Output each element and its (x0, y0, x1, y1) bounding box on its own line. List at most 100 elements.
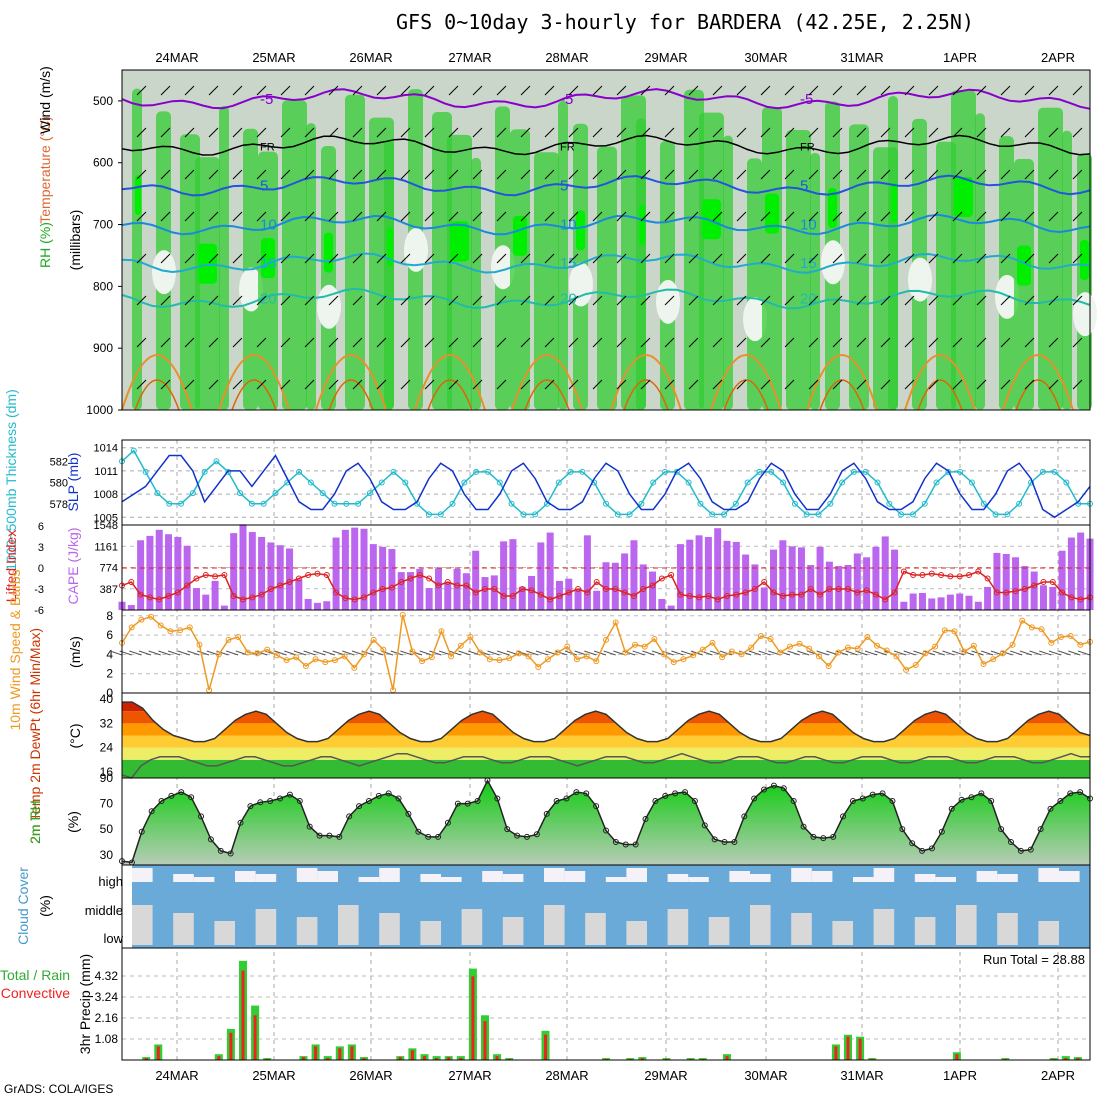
wind-barb (256, 169, 267, 180)
high-cloud-gap (667, 874, 689, 882)
isotherm-line (121, 252, 1091, 274)
wind-speed-line-point (293, 654, 300, 661)
thickness-series-line-point (945, 468, 952, 475)
wind-speed-line-point (1038, 626, 1045, 633)
low-cloud-gap (585, 913, 606, 945)
cloud-units-label: (%) (37, 895, 53, 917)
rh-line-point (523, 833, 530, 840)
wind-barb (160, 337, 171, 348)
precip-convective-bar (314, 1046, 318, 1060)
cape-bar (649, 571, 657, 610)
wind-speed-line-point (544, 656, 551, 663)
lifted-index-line-point (807, 586, 814, 592)
temp-band (122, 747, 1090, 760)
wind-barb (880, 379, 891, 390)
lifted-index-line-point (928, 570, 935, 577)
thickness-series-line-point (343, 500, 350, 507)
precip-convective-bar (834, 1046, 838, 1060)
cape-bar (993, 552, 1001, 610)
rh-line-point (889, 798, 896, 805)
rh-dry-pocket (491, 245, 515, 290)
thickness-series-line-point (957, 468, 964, 475)
lifted-index-line-point (388, 584, 395, 591)
thickness-series-line-point (638, 500, 645, 507)
cape-bar (407, 572, 415, 610)
wind-barb (256, 253, 267, 264)
wind-barb (712, 169, 723, 180)
cape-bar (835, 566, 843, 610)
wind-speed-line-point (225, 636, 232, 643)
wind-barb (1072, 295, 1083, 306)
wind-barb (976, 85, 987, 96)
wind-barb (592, 211, 603, 222)
cape-bar (434, 568, 442, 610)
cape-bar (220, 605, 228, 610)
wind-speed-line-point (477, 649, 484, 656)
wind-barb (568, 253, 579, 264)
rh-line-point (701, 822, 708, 829)
warm-isotherm (511, 354, 583, 411)
wind-barb (520, 253, 531, 264)
lifted-index-line-point (975, 568, 982, 575)
wind-barb (208, 337, 219, 348)
low-cloud-gap (832, 921, 853, 945)
isotherm-label: -5 (560, 91, 573, 108)
rh-line-point (731, 838, 738, 845)
slp-panel-frame (121, 439, 1091, 526)
high-cloud-gap (502, 874, 524, 882)
lifted-index-line-point (267, 586, 274, 592)
wind-barb (976, 295, 987, 306)
lifted-index-line-point (668, 572, 675, 578)
precip-tick-label: 4.32 (95, 969, 119, 983)
wind-barb (1000, 211, 1011, 222)
thickness-series-line-point (319, 490, 326, 497)
thickness-series-line-point (768, 468, 775, 475)
wind-barb (856, 85, 867, 96)
lifted-index-line-point (984, 575, 991, 582)
wind-barb (640, 211, 651, 222)
isotherm-label: 5 (800, 178, 808, 195)
wind-barb (184, 253, 195, 264)
rh-streak (1077, 153, 1092, 411)
isotherm-label: -5 (800, 91, 813, 108)
wind-speed-line-point (961, 648, 968, 655)
lifted-index-line-point (463, 582, 470, 589)
wind-barb (1024, 253, 1035, 264)
surface-wind-barb (342, 650, 355, 656)
wind-barb (400, 295, 411, 306)
surface-wind-barb (458, 650, 471, 656)
wind-barb (544, 253, 555, 264)
lifted-index-line-point (1012, 588, 1019, 595)
wind-speed-line-point (583, 653, 590, 660)
rh-line-point (316, 832, 323, 839)
wind-barb (1048, 253, 1059, 264)
precip-total-label: Total / Rain (0, 967, 70, 983)
rh-line-point (306, 823, 313, 830)
wind-barb (376, 169, 387, 180)
thickness-series-line-point (1039, 468, 1046, 475)
thickness-series-line-point (390, 468, 397, 475)
cape-bar (137, 540, 145, 610)
wind-barb (352, 127, 363, 138)
precip-convective-bar (217, 1056, 221, 1060)
date-label-top: 27MAR (448, 50, 491, 65)
precip-convective-bar (423, 1056, 426, 1060)
rh-line-point (573, 789, 580, 796)
precip-convective-bar (640, 1058, 644, 1060)
rh-moist-core (513, 215, 527, 256)
lifted-index-line-point (845, 586, 851, 592)
wind-barb (688, 169, 699, 180)
rh-line-point (1057, 798, 1064, 805)
wind-speed-line-point (486, 656, 493, 663)
wind-barb (328, 337, 339, 348)
thickness-series-line-point (662, 468, 669, 475)
temp-axis-label: Temperature (°C) (37, 116, 53, 224)
wind-barb (976, 211, 987, 222)
wind-barb (376, 85, 387, 96)
wind-barb (352, 379, 363, 390)
cape-bar (630, 540, 638, 610)
lifted-index-line-point (817, 591, 824, 598)
lifted-index-line-point (435, 582, 442, 589)
wind-barb (760, 169, 771, 180)
warm-isotherm-inner (134, 379, 180, 411)
